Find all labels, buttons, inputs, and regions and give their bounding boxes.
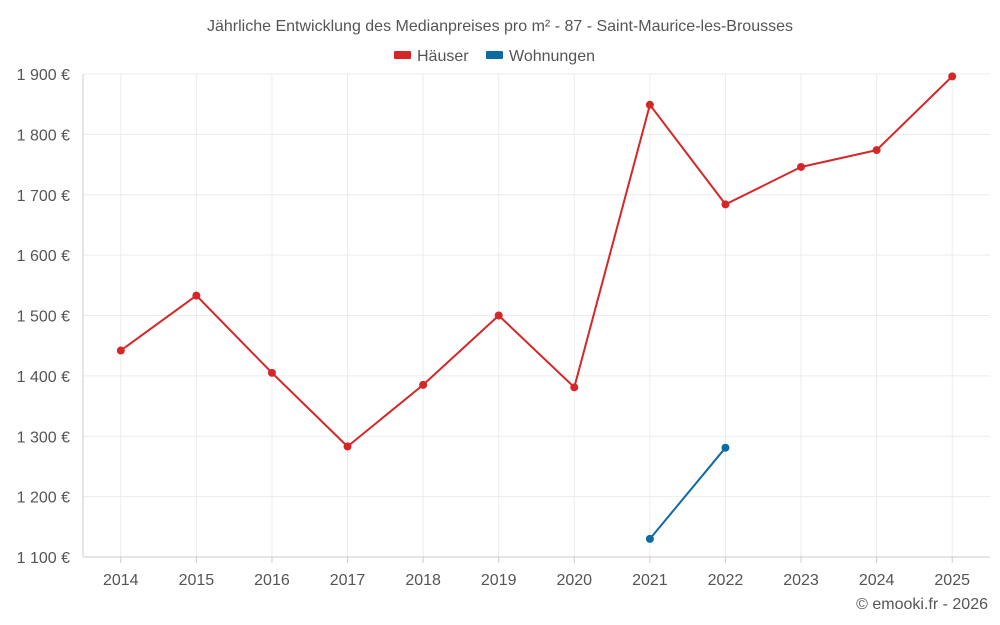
y-tick-label: 1 200 € <box>17 490 70 507</box>
data-point-hauser-2024[interactable] <box>872 146 881 155</box>
data-point-hauser-2022[interactable] <box>721 200 730 209</box>
y-tick-label: 1 100 € <box>17 550 70 567</box>
x-tick-label: 2020 <box>556 572 592 589</box>
legend-item-hauser[interactable]: Häuser <box>394 48 469 65</box>
legend: Häuser Wohnungen <box>394 48 595 65</box>
y-tick-label: 1 800 € <box>17 127 70 144</box>
credit: © emooki.fr - 2026 <box>856 596 988 613</box>
x-tick-label: 2018 <box>405 572 441 589</box>
y-tick-label: 1 400 € <box>17 369 70 386</box>
x-tick-label: 2015 <box>179 572 215 589</box>
y-tick-label: 1 300 € <box>17 429 70 446</box>
data-point-hauser-2014[interactable] <box>116 346 125 355</box>
x-tick-label: 2022 <box>708 572 744 589</box>
y-tick-label: 1 500 € <box>17 309 70 326</box>
x-tick-label: 2019 <box>481 572 517 589</box>
x-tick-label: 2025 <box>934 572 970 589</box>
data-point-hauser-2017[interactable] <box>343 442 352 451</box>
data-point-hauser-2025[interactable] <box>948 72 957 81</box>
legend-swatch-wohnungen <box>486 51 503 59</box>
legend-label-hauser: Häuser <box>417 48 469 65</box>
x-tick-label: 2014 <box>103 572 139 589</box>
x-tick-label: 2024 <box>859 572 895 589</box>
y-tick-label: 1 700 € <box>17 188 70 205</box>
chart-title: Jährliche Entwicklung des Medianpreises … <box>207 18 793 35</box>
y-tick-label: 1 900 € <box>17 67 70 84</box>
data-point-hauser-2016[interactable] <box>267 368 276 377</box>
legend-label-wohnungen: Wohnungen <box>509 48 595 65</box>
x-tick-label: 2017 <box>330 572 366 589</box>
data-point-hauser-2021[interactable] <box>645 100 654 109</box>
x-tick-label: 2021 <box>632 572 668 589</box>
data-point-hauser-2018[interactable] <box>419 380 428 389</box>
data-point-wohnungen-2021[interactable] <box>645 534 654 543</box>
data-point-hauser-2020[interactable] <box>570 383 579 392</box>
data-point-hauser-2015[interactable] <box>192 291 201 300</box>
data-point-hauser-2023[interactable] <box>797 162 806 171</box>
series-line-wohnungen <box>649 447 727 540</box>
grid <box>83 73 990 557</box>
data-point-wohnungen-2022[interactable] <box>721 443 730 452</box>
series-hauser <box>116 72 957 451</box>
legend-swatch-hauser <box>394 51 411 59</box>
series-line-hauser <box>120 75 953 448</box>
legend-item-wohnungen[interactable]: Wohnungen <box>486 48 595 65</box>
y-tick-label: 1 600 € <box>17 248 70 265</box>
series-wohnungen <box>645 443 730 543</box>
data-point-hauser-2019[interactable] <box>494 311 503 320</box>
x-tick-label: 2016 <box>254 572 290 589</box>
axes: 1 100 € 1 200 € 1 300 € 1 400 € 1 500 € 1 600… <box>17 67 990 589</box>
x-tick-label: 2023 <box>783 572 819 589</box>
series-layer <box>116 72 957 543</box>
